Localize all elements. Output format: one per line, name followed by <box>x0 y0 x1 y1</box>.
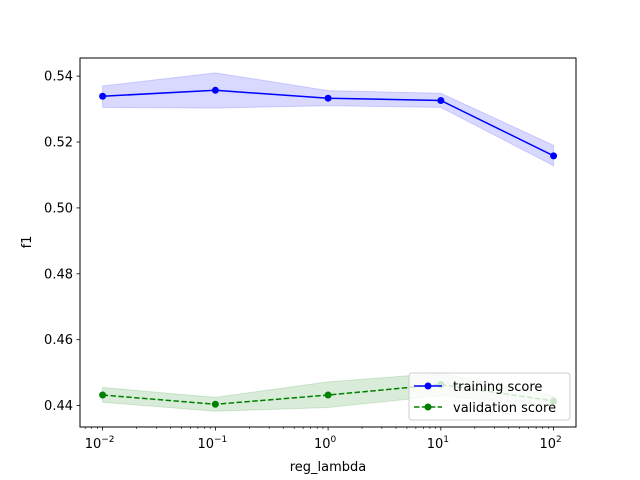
training-score-band <box>102 72 555 167</box>
x-axis-label: reg_lambda <box>290 460 367 475</box>
x-axis-ticks: 10−2 10−1 100 101 102 <box>85 427 562 452</box>
validation-score-point <box>99 391 107 399</box>
y-axis-label: f1 <box>20 236 35 249</box>
x-tick-label: 100 <box>314 435 337 452</box>
training-score-point <box>99 92 107 100</box>
training-score-point <box>211 86 219 94</box>
y-axis-ticks: 0.44 0.46 0.48 0.50 0.52 0.54 <box>44 70 80 414</box>
training-score-point <box>437 97 445 104</box>
legend-label-training: training score <box>453 380 542 395</box>
y-tick-label: 0.52 <box>44 136 73 151</box>
y-tick-label: 0.44 <box>44 399 73 414</box>
x-tick-label: 10−1 <box>197 435 227 452</box>
training-score-point <box>550 152 558 160</box>
legend-marker-training <box>424 382 432 390</box>
y-tick-label: 0.50 <box>44 201 73 216</box>
x-tick-label: 101 <box>427 435 449 452</box>
y-tick-label: 0.54 <box>44 70 73 85</box>
validation-score-point <box>211 400 219 408</box>
y-tick-label: 0.48 <box>44 267 73 282</box>
training-score-point <box>324 94 332 102</box>
x-tick-label: 10−2 <box>85 435 115 452</box>
legend-marker-validation <box>424 403 432 411</box>
legend-label-validation: validation score <box>453 401 556 416</box>
y-tick-label: 0.46 <box>44 333 73 348</box>
legend: training score validation score <box>408 372 571 421</box>
validation-score-point <box>324 391 332 399</box>
x-tick-label: 102 <box>539 435 561 452</box>
legend-box <box>408 372 571 421</box>
